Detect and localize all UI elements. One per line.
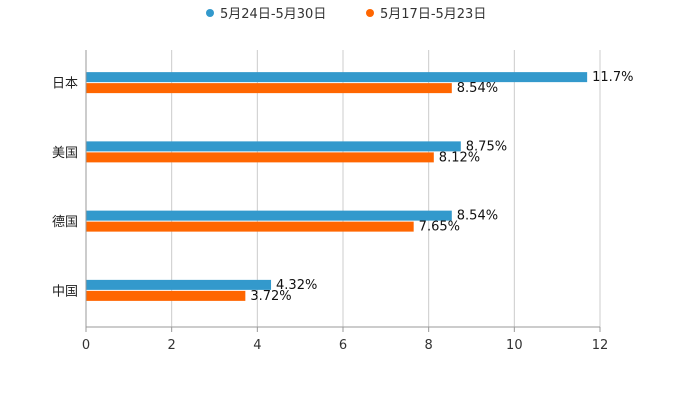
bar (86, 290, 246, 301)
category-label: 日本 (52, 77, 78, 92)
data-label: 8.12% (439, 150, 480, 165)
data-label: 3.72% (250, 289, 291, 304)
legend-label: 5月24日-5月30日 (220, 7, 326, 22)
x-tick-label: 2 (168, 338, 176, 353)
data-label: 4.32% (276, 278, 317, 293)
bar (86, 72, 588, 83)
legend: 5月24日-5月30日 5月17日-5月23日 (206, 7, 486, 22)
data-label: 8.75% (466, 139, 507, 154)
bar (86, 83, 452, 94)
bar (86, 221, 414, 232)
x-tick-label: 8 (425, 338, 433, 353)
bar (86, 279, 272, 290)
legend-marker (366, 9, 374, 17)
legend-marker (206, 9, 214, 17)
legend-label: 5月17日-5月23日 (380, 7, 486, 22)
category-label: 美国 (52, 146, 78, 161)
x-tick-label: 0 (82, 338, 90, 353)
data-label: 8.54% (457, 81, 498, 96)
category-label: 中国 (52, 284, 78, 299)
data-label: 7.65% (419, 220, 460, 235)
x-tick-label: 4 (253, 338, 261, 353)
x-tick-label: 10 (506, 338, 523, 353)
bars: 11.7%8.54%8.75%8.12%8.54%7.65%4.32%3.72% (86, 70, 633, 304)
x-tick-label: 12 (592, 338, 609, 353)
category-label: 德国 (52, 215, 78, 230)
x-tick-label: 6 (339, 338, 347, 353)
data-label: 8.54% (457, 209, 498, 224)
data-label: 11.7% (592, 70, 633, 85)
bar (86, 141, 461, 152)
bar (86, 210, 452, 221)
grid-lines (85, 50, 601, 327)
bar (86, 152, 434, 163)
